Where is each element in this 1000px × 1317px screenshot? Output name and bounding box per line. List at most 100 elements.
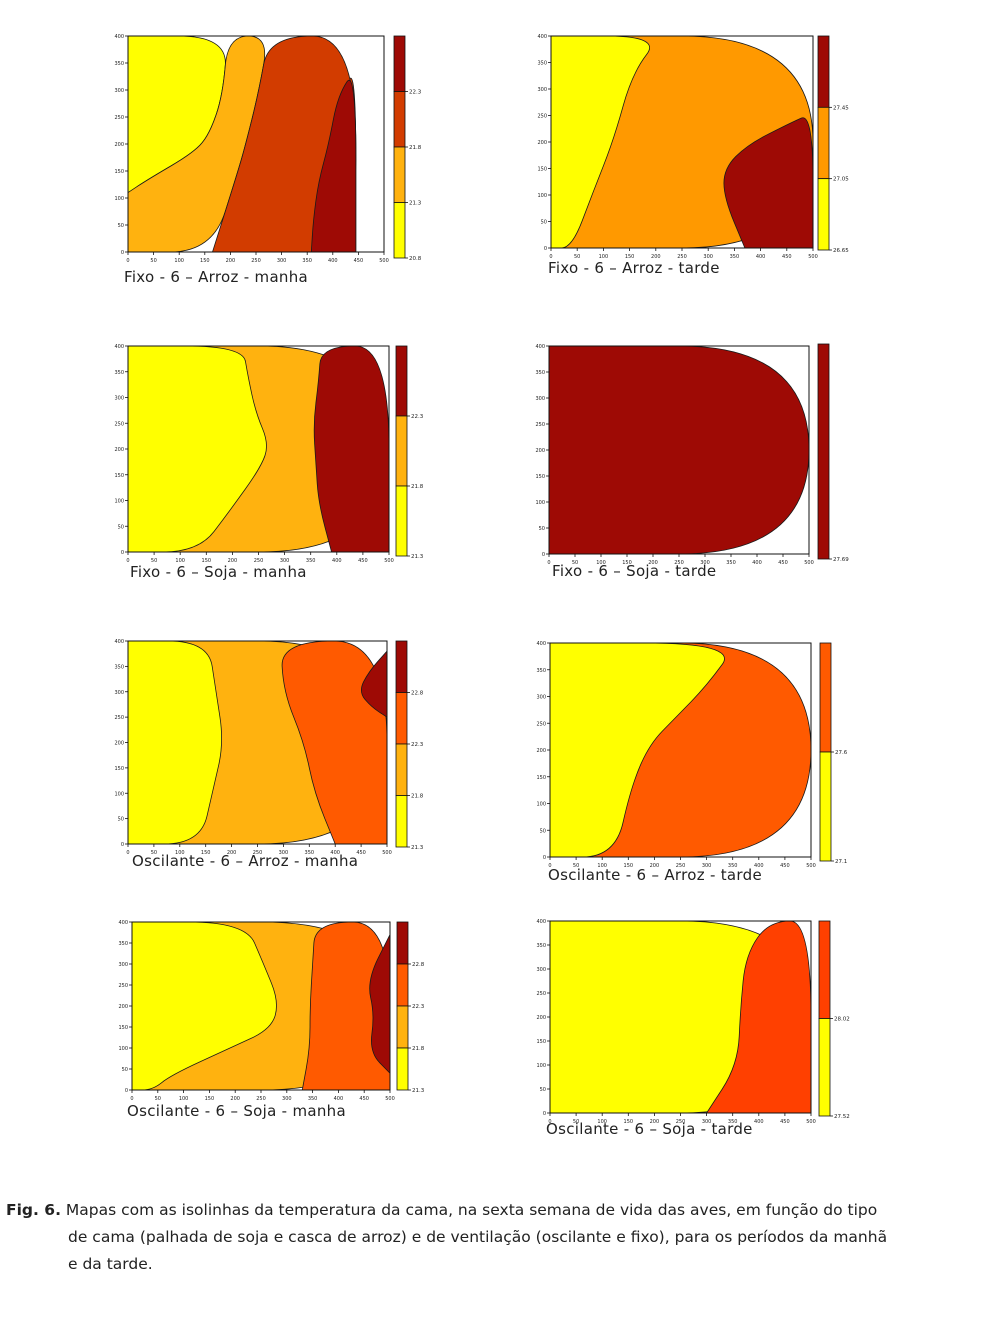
x-tick-label: 100 — [599, 254, 609, 260]
y-tick-label: 250 — [114, 421, 124, 427]
x-tick-label: 450 — [778, 560, 788, 566]
y-tick-label: 50 — [118, 817, 124, 823]
x-tick-label: 0 — [549, 254, 552, 260]
y-tick-label: 0 — [543, 855, 546, 861]
x-tick-label: 0 — [126, 558, 129, 564]
colorbar-segment — [819, 751, 832, 862]
contour-region — [723, 117, 813, 248]
colorbar-segment — [396, 1047, 409, 1091]
x-tick-label: 350 — [730, 254, 740, 260]
x-tick-label: 500 — [382, 850, 392, 856]
contour-region — [132, 922, 277, 1090]
contour-region — [706, 921, 811, 1113]
y-tick-label: 400 — [114, 34, 124, 40]
x-tick-label: 0 — [548, 863, 551, 869]
x-tick-label: 350 — [302, 258, 312, 264]
x-tick-label: 50 — [573, 863, 579, 869]
x-tick-label: 400 — [334, 1096, 344, 1102]
x-tick-label: 150 — [624, 863, 634, 869]
y-tick-label: 400 — [536, 919, 546, 925]
y-tick-label: 400 — [535, 344, 545, 350]
caption-line-1: Mapas com as isolinhas da temperatura da… — [65, 1201, 878, 1219]
y-tick-label: 200 — [535, 448, 545, 454]
x-tick-label: 150 — [622, 560, 632, 566]
colorbar-tick-label: 21.3 — [409, 201, 422, 207]
x-tick-label: 50 — [573, 1119, 579, 1125]
y-tick-label: 350 — [536, 943, 546, 949]
y-tick-label: 400 — [537, 34, 547, 40]
y-tick-label: 100 — [536, 802, 546, 808]
x-tick-label: 400 — [754, 1119, 764, 1125]
colorbar-tick-label: 27.6 — [835, 750, 848, 756]
contour-panel-8: 0 50 100 150 200 250 300 350 400 450 500 0 50 100 150 2… — [536, 919, 849, 1125]
colorbar-tick-label: 27.05 — [833, 177, 849, 183]
x-tick-label: 400 — [328, 258, 338, 264]
panel-label: Oscilante - 6 – Soja - tarde — [546, 1120, 753, 1138]
colorbar-tick-label: 27.45 — [833, 105, 849, 111]
x-tick-label: 200 — [650, 1119, 660, 1125]
x-tick-label: 500 — [808, 254, 818, 260]
y-tick-label: 400 — [114, 344, 124, 350]
contour-region — [301, 922, 390, 1090]
y-tick-label: 0 — [121, 250, 124, 256]
x-tick-label: 250 — [253, 850, 263, 856]
y-tick-label: 100 — [114, 196, 124, 202]
contour-panel-4: 0 50 100 150 200 250 300 350 400 450 500 0 50 100 150 2… — [535, 343, 849, 566]
x-tick-label: 100 — [175, 558, 185, 564]
y-tick-label: 250 — [537, 114, 547, 120]
x-tick-label: 250 — [676, 863, 686, 869]
contour-region — [549, 346, 809, 554]
colorbar-tick-label: 22.8 — [411, 691, 424, 697]
x-tick-label: 300 — [282, 1096, 292, 1102]
y-tick-label: 350 — [114, 664, 124, 670]
x-tick-label: 50 — [151, 558, 157, 564]
x-tick-label: 400 — [756, 254, 766, 260]
y-tick-label: 350 — [536, 668, 546, 674]
x-tick-label: 50 — [150, 258, 156, 264]
y-tick-label: 250 — [536, 721, 546, 727]
x-tick-label: 250 — [254, 558, 264, 564]
colorbar-tick-label: 27.1 — [835, 859, 847, 865]
x-tick-label: 250 — [677, 254, 687, 260]
contour-region — [550, 643, 725, 857]
colorbar-tick-label: 21.3 — [412, 1088, 425, 1094]
y-tick-label: 200 — [114, 142, 124, 148]
x-tick-label: 100 — [175, 850, 185, 856]
panel-label: Fixo - 6 – Arroz - tarde — [548, 259, 720, 277]
y-tick-label: 0 — [121, 842, 124, 848]
colorbar-tick-label: 21.8 — [411, 484, 424, 490]
y-tick-label: 350 — [535, 370, 545, 376]
y-tick-label: 50 — [539, 526, 545, 532]
contour-panel-3: 0 50 100 150 200 250 300 350 400 450 500 0 50 100 150 2… — [114, 344, 424, 564]
y-tick-label: 150 — [114, 169, 124, 175]
panel-label: Fixo - 6 – Soja - tarde — [552, 562, 717, 580]
y-tick-label: 0 — [542, 552, 545, 558]
x-tick-label: 350 — [308, 1096, 318, 1102]
y-tick-label: 400 — [118, 920, 128, 926]
colorbar-segment — [817, 178, 830, 251]
x-tick-label: 450 — [780, 863, 790, 869]
y-tick-label: 50 — [540, 828, 546, 834]
x-tick-label: 150 — [205, 1096, 215, 1102]
x-tick-label: 300 — [702, 863, 712, 869]
y-tick-label: 150 — [536, 775, 546, 781]
figure-caption: Fig. 6. Mapas com as isolinhas da temper… — [6, 1197, 996, 1278]
panel-label: Fixo - 6 – Soja - manha — [130, 563, 307, 581]
x-tick-label: 250 — [256, 1096, 266, 1102]
y-tick-label: 50 — [122, 1067, 128, 1073]
panel-label: Oscilante - 6 – Arroz - manha — [132, 852, 359, 870]
x-tick-label: 400 — [752, 560, 762, 566]
colorbar-tick-label: 21.8 — [411, 794, 424, 800]
y-tick-label: 150 — [535, 474, 545, 480]
y-tick-label: 0 — [544, 246, 547, 252]
colorbar-tick-label: 21.3 — [411, 845, 424, 851]
y-tick-label: 200 — [118, 1004, 128, 1010]
y-tick-label: 100 — [114, 499, 124, 505]
contour-region — [281, 641, 387, 844]
y-tick-label: 50 — [118, 524, 124, 530]
x-tick-label: 250 — [251, 258, 261, 264]
x-tick-label: 0 — [126, 850, 129, 856]
x-tick-label: 500 — [385, 1096, 395, 1102]
x-tick-label: 350 — [728, 1119, 738, 1125]
x-tick-label: 450 — [354, 258, 364, 264]
